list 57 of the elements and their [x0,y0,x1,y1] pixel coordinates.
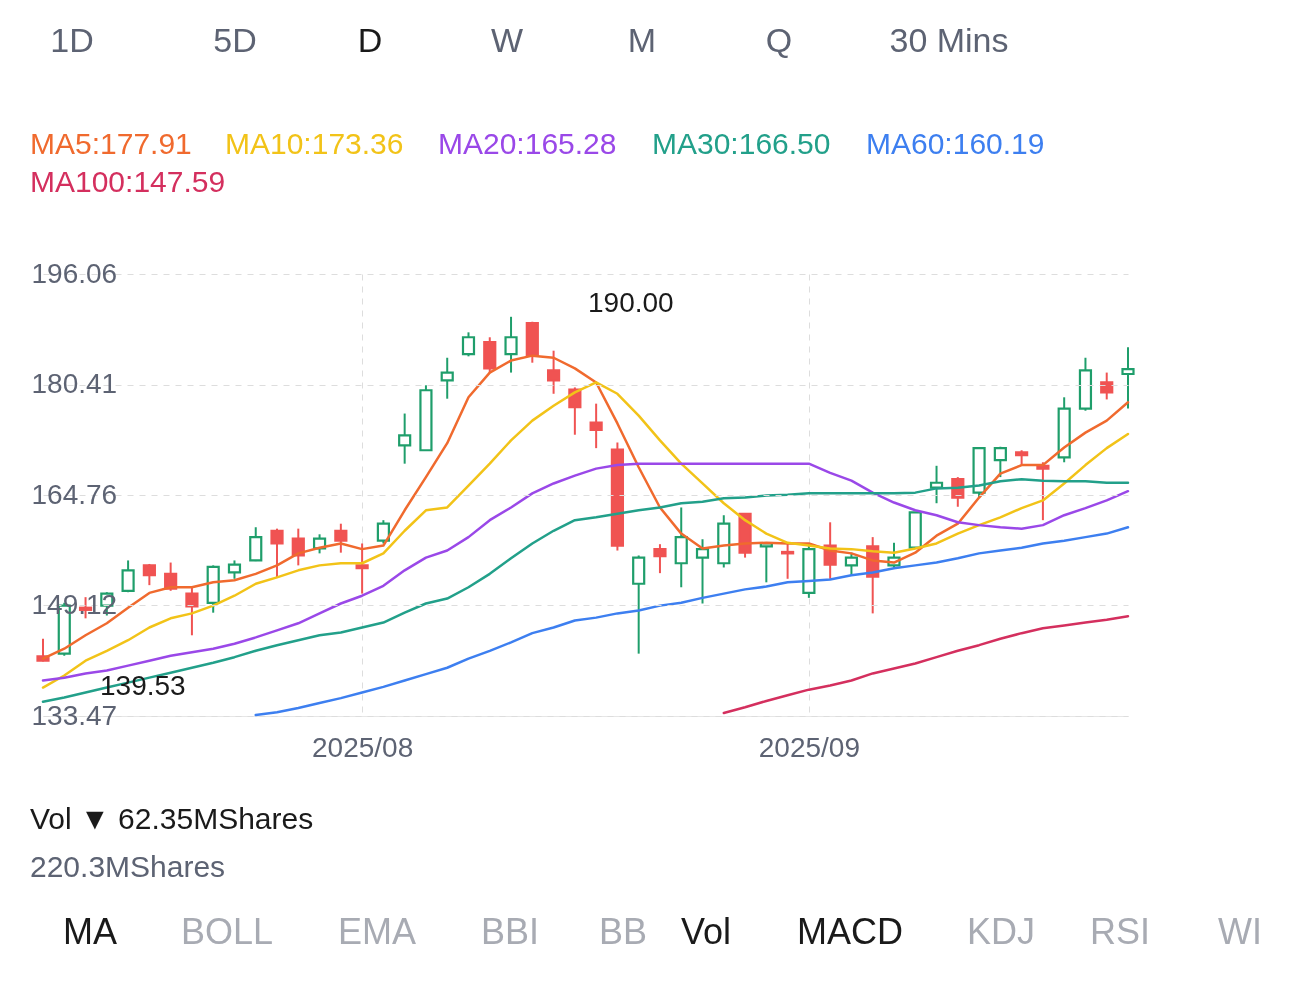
candlestick [504,315,518,374]
text: MA10:173.36 [225,127,404,160]
candlestick [355,542,369,595]
text: 1D [50,21,94,59]
text: 5D [213,21,257,59]
candlestick [334,522,348,554]
candlestick [589,402,603,450]
annotation: 190.00 [588,287,674,318]
y-tick-label: 180.41 [31,368,118,400]
line-series [722,614,1130,715]
candlestick [461,331,476,358]
text: BB [598,911,648,952]
text: Vol [680,911,732,952]
candlestick [546,349,561,395]
text: Q [765,21,793,59]
candlestick [844,551,859,577]
text: MA5:177.91 [30,127,192,160]
candlestick [695,538,710,605]
candlestick [1100,371,1114,401]
text: MA30:166.50 [652,127,831,160]
text: MA100:147.59 [30,165,226,198]
x-tick-label: 2025/09 [758,731,860,763]
text: MACD [797,911,903,952]
y-tick-label: 164.76 [31,478,118,510]
text: Vol ▼ 62.35MShares [30,802,314,835]
text: M [627,21,657,59]
text: BOLL [180,911,274,952]
text: D [357,21,383,59]
text: RSI [1089,911,1151,952]
line-series [254,525,1130,717]
candlestick [376,519,390,545]
text: WI [1218,911,1262,952]
candlestick [249,526,263,563]
candlestick [398,412,412,465]
candlestick [993,445,1007,479]
text: 220.3MShares [30,850,226,883]
candlestick [185,586,199,637]
candlestick [291,527,305,567]
candlestick [1121,346,1135,410]
candlestick [1036,461,1050,522]
text: KDJ [966,911,1036,952]
annotation: 139.53 [100,670,186,701]
text: BBI [480,911,540,952]
y-tick-label: 133.47 [31,699,118,731]
text: MA60:160.19 [866,127,1045,160]
candlestick [121,559,135,594]
text: 30 Mins [889,21,1009,59]
y-tick-label: 196.06 [31,257,118,289]
text: EMA [337,911,417,952]
candlestick [227,559,242,580]
x-tick-label: 2025/08 [312,731,414,763]
text: MA20:165.28 [438,127,617,160]
text: W [490,21,524,59]
candlestick [653,543,667,575]
candlestick [440,356,454,400]
text: MA [63,911,117,952]
candlestick [270,527,284,579]
